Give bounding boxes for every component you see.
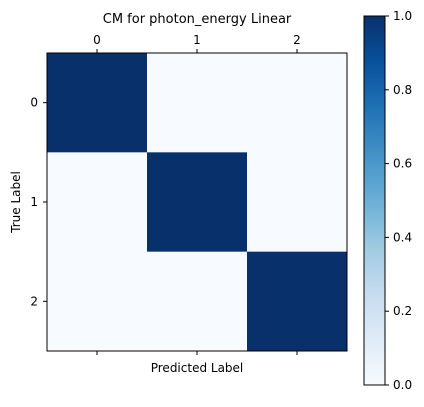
colorbar: [363, 15, 386, 386]
y-tick-label: 2: [30, 294, 38, 308]
x-tick-label: 1: [193, 33, 201, 47]
colorbar-tick-label: 0.0: [393, 378, 412, 392]
x-tick-label: 2: [293, 33, 301, 47]
x-tick-label: 0: [93, 33, 101, 47]
y-tick-label: 0: [30, 96, 38, 110]
colorbar-tick-label: 1.0: [393, 9, 412, 23]
heatmap-cell-r2-c0: [47, 251, 148, 352]
colorbar-tick-group: 0.0 0.2 0.4 0.6 0.8 1.0: [385, 9, 412, 392]
heatmap-cell-r0-c2: [247, 53, 348, 153]
y-tick-label: 1: [30, 195, 38, 209]
colorbar-tick-label: 0.2: [393, 304, 412, 318]
y-tick-group: 0 1 2: [30, 96, 47, 308]
heatmap-cell-r1-c2: [247, 152, 348, 253]
x-tick-group: 0 1 2: [93, 33, 301, 355]
heatmap-cell-r0-c0: [47, 53, 148, 153]
colorbar-tick-label: 0.6: [393, 157, 412, 171]
heatmap-cell-r1-c1: [147, 152, 248, 253]
x-axis-label: Predicted Label: [151, 361, 244, 375]
colorbar-tick-label: 0.4: [393, 230, 412, 244]
heatmap-cells: [47, 53, 348, 352]
heatmap-cell-r2-c1: [147, 251, 248, 352]
chart-title: CM for photon_energy Linear: [103, 12, 292, 27]
y-axis-label: True Label: [9, 171, 23, 234]
heatmap-cell-r2-c2: [247, 251, 348, 352]
colorbar-tick-label: 0.8: [393, 83, 412, 97]
heatmap-cell-r0-c1: [147, 53, 248, 153]
heatmap-cell-r1-c0: [47, 152, 148, 253]
